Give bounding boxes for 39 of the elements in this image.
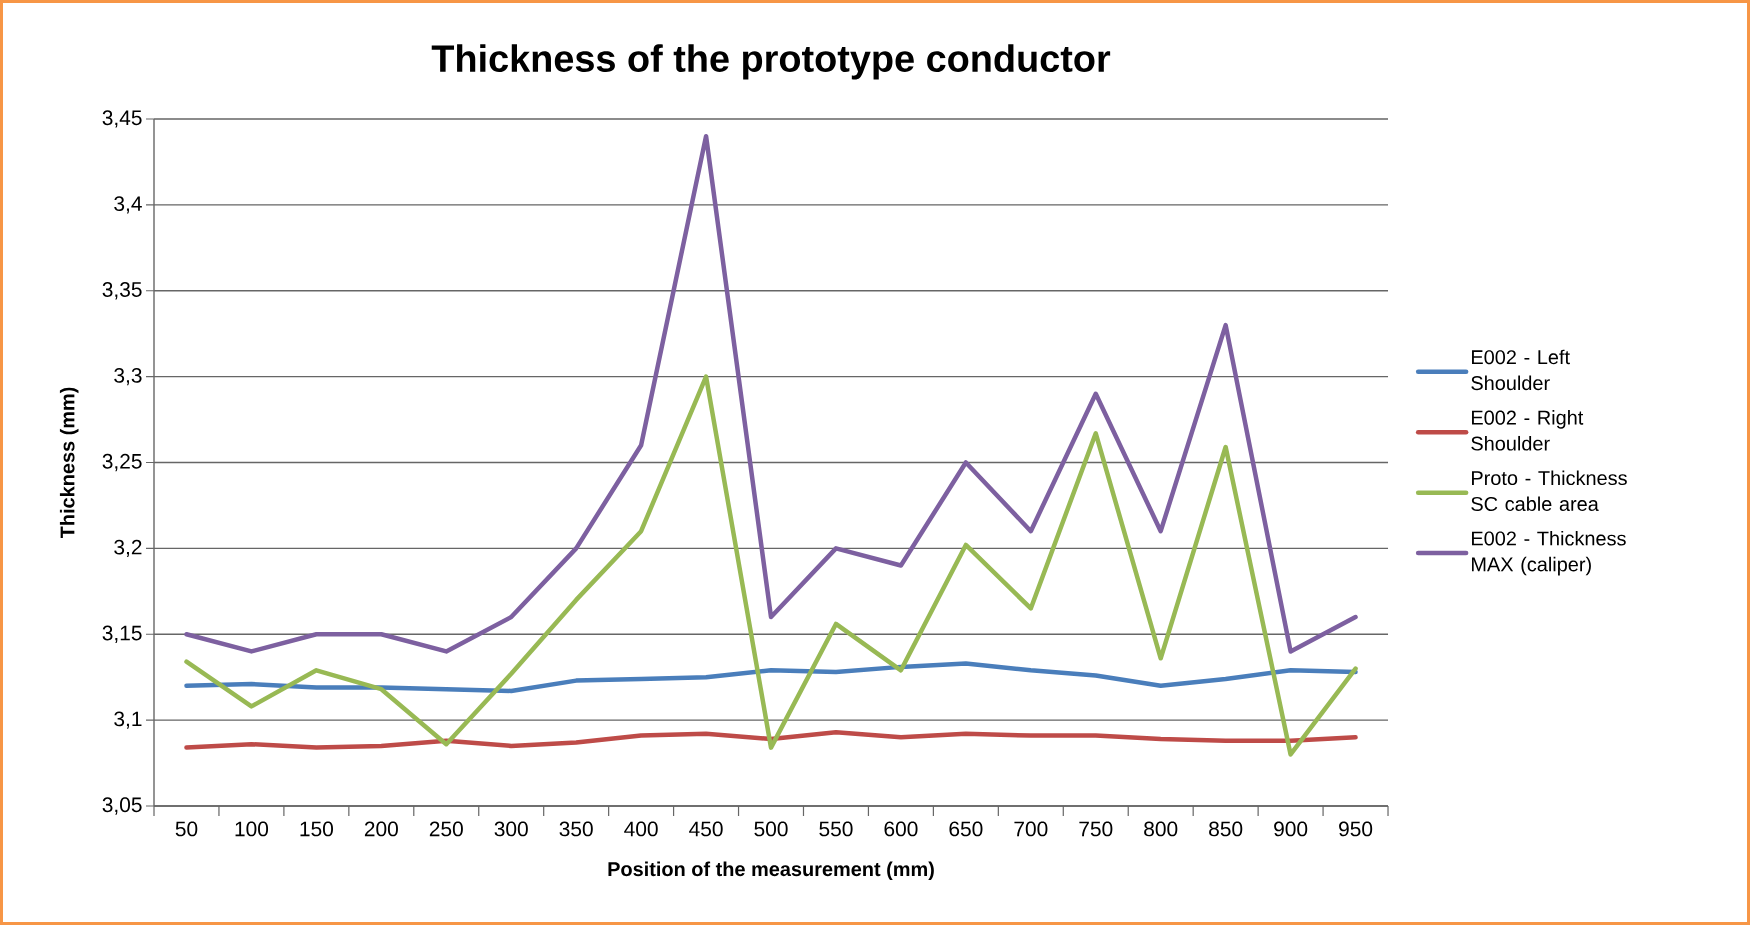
y-tick-label: 3,1 (114, 711, 142, 729)
x-tick-label: 600 (884, 821, 918, 837)
x-tick-label: 900 (1274, 821, 1308, 837)
x-tick-label: 850 (1209, 821, 1243, 837)
y-tick-label: 3,35 (102, 282, 142, 300)
line-series (184, 133, 1358, 654)
y-tick-label: 3,2 (114, 539, 142, 558)
legend-label: E002 - Right Shoulder (1471, 410, 1584, 451)
y-tick-label: 3,25 (102, 453, 142, 472)
line-series (184, 374, 1358, 757)
x-tick-label: 700 (1014, 821, 1048, 837)
x-tick-label: 150 (300, 821, 333, 837)
y-tick-label: 3,05 (102, 797, 142, 815)
chart-title: Thickness of the prototype conductor (431, 44, 1111, 80)
x-tick-label: 100 (235, 821, 269, 837)
x-tick-label: 800 (1144, 821, 1178, 837)
x-tick-label: 450 (689, 821, 723, 837)
x-tick-label: 650 (949, 821, 983, 837)
x-tick-label: 500 (754, 821, 788, 837)
x-axis-title: Position of the measurement (mm) (608, 861, 934, 881)
x-tick-label: 200 (364, 821, 398, 837)
x-tick-label: 250 (429, 821, 463, 837)
x-tick-label: 550 (819, 821, 853, 837)
y-tick-label: 3,15 (102, 625, 142, 643)
legend-label: Proto - Thickness SC cable area (1471, 470, 1627, 511)
y-axis-title: Thickness (mm) (59, 387, 79, 539)
y-tick-label: 3,4 (114, 196, 142, 214)
y-tick-label: 3,45 (102, 110, 142, 128)
legend-label: E002 - Left Shoulder (1471, 349, 1570, 391)
x-tick-label: 300 (494, 821, 528, 837)
legend-label: E002 - Thickness MAX (caliper) (1472, 530, 1626, 576)
line-series (184, 729, 1358, 750)
x-tick-label: 750 (1079, 821, 1113, 837)
x-tick-label: 50 (175, 821, 198, 837)
y-tick-label: 3,3 (114, 367, 142, 386)
line-series (184, 661, 1358, 694)
x-tick-label: 950 (1339, 821, 1373, 837)
x-tick-label: 350 (559, 821, 593, 837)
x-tick-label: 400 (624, 821, 658, 837)
